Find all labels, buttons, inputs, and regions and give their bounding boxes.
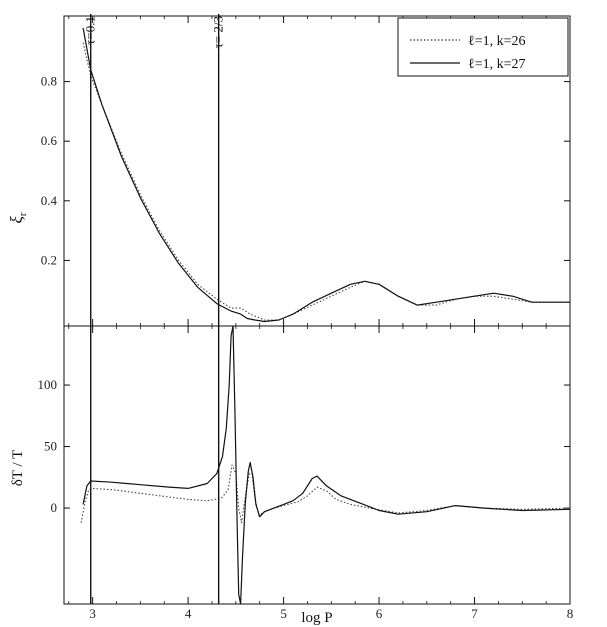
y-axis-label-bottom-text: δT / T <box>10 450 26 487</box>
y-tick-label-panel2: 100 <box>38 377 58 392</box>
series-line-panel2-k26 <box>80 464 571 524</box>
frame-bottom-panel <box>63 325 571 605</box>
marker-label-2: τ= 2/3 <box>211 16 226 48</box>
x-tick-label: 4 <box>185 606 192 621</box>
legend-box <box>397 17 569 77</box>
x-tick-label: 8 <box>567 606 574 621</box>
y-axis-label-top-sub: r <box>17 212 29 216</box>
y-axis-label-top: ξr <box>7 212 29 223</box>
marker-label-1: τ=0.1 <box>83 16 98 45</box>
y-tick-label-panel2: 0 <box>51 500 58 515</box>
x-tick-label: 5 <box>280 606 287 621</box>
y-axis-label-bottom: δT / T <box>10 450 26 487</box>
legend: ℓ=1, k=26 ℓ=1, k=27 <box>397 17 569 77</box>
y-tick-label-panel2: 50 <box>44 439 57 454</box>
tick-marks <box>64 16 571 604</box>
svg-text:ξr: ξr <box>7 212 29 223</box>
x-axis-label: log P <box>301 610 332 626</box>
y-tick-label-panel1: 0.4 <box>41 193 58 208</box>
series-line-panel1-k27 <box>82 27 570 323</box>
y-tick-label-panel1: 0.6 <box>41 133 58 148</box>
y-tick-label-panel1: 0.2 <box>41 252 57 267</box>
series-line-panel2-k27 <box>82 325 571 605</box>
x-tick-label: 6 <box>376 606 383 621</box>
y-axis-label-top-main: ξ <box>7 215 26 223</box>
data-series <box>80 27 571 605</box>
y-tick-label-panel1: 0.8 <box>41 74 57 89</box>
legend-label-k26: ℓ=1, k=26 <box>468 34 526 49</box>
x-tick-label: 7 <box>471 606 478 621</box>
legend-label-k27: ℓ=1, k=27 <box>468 57 526 72</box>
tick-labels: 0.2 0.4 0.6 0.8 0 50 100 3 4 5 6 7 8 <box>38 74 574 621</box>
optical-depth-markers: τ=0.1 τ= 2/3 <box>83 14 226 604</box>
series-line-panel1-k26 <box>82 42 570 321</box>
x-tick-label: 3 <box>89 606 96 621</box>
